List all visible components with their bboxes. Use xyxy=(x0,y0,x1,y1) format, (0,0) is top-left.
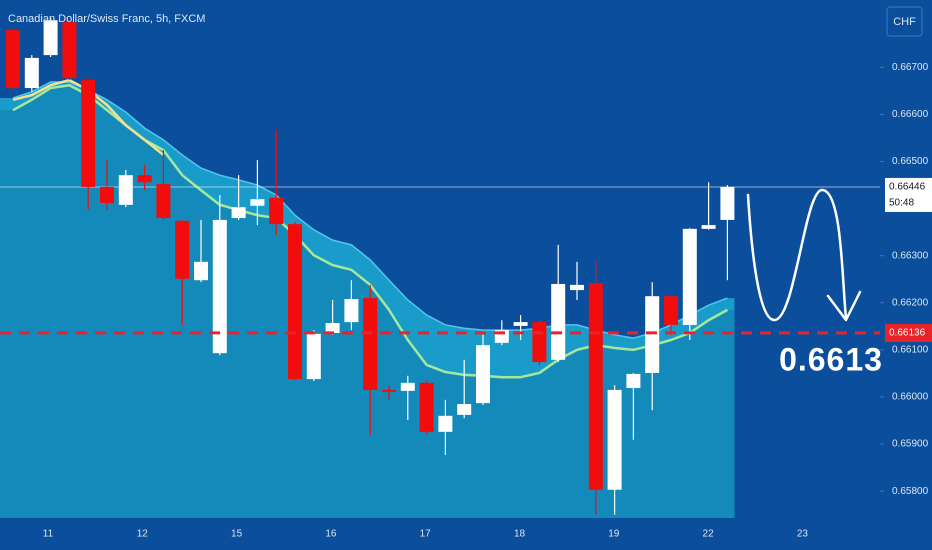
chart-title: Canadian Dollar/Swiss Franc, 5h, FXCM xyxy=(8,13,205,25)
y-tick-label: 0.66200 xyxy=(892,297,929,308)
candle-body xyxy=(6,30,20,89)
y-tick-label: 0.66700 xyxy=(892,62,929,73)
x-tick-label: 19 xyxy=(608,529,620,540)
x-tick-label: 15 xyxy=(231,529,243,540)
candle-body xyxy=(212,219,227,354)
candle-body xyxy=(231,207,246,219)
annotation: 0.6613 xyxy=(779,341,883,377)
candle-body xyxy=(682,228,697,325)
last-price-box xyxy=(885,177,932,212)
level-label: 0.66136 xyxy=(889,328,926,339)
candle-body xyxy=(306,333,321,380)
x-tick-label: 18 xyxy=(514,529,526,540)
y-tick-label: 0.66000 xyxy=(892,392,929,403)
currency-button[interactable] xyxy=(886,6,923,37)
candle-body xyxy=(607,389,622,490)
x-tick-label: 22 xyxy=(703,529,715,540)
candle-body xyxy=(457,404,472,415)
x-tick-label: 11 xyxy=(43,529,54,540)
candle-body xyxy=(175,220,190,279)
candle-body xyxy=(438,415,453,432)
candle-body xyxy=(24,57,39,89)
drawn-arrow xyxy=(746,188,862,322)
candle-body xyxy=(250,199,265,206)
candle-body xyxy=(419,382,434,432)
candle-body xyxy=(43,20,58,56)
candle-body xyxy=(645,296,660,373)
candle-body xyxy=(588,283,603,490)
candle-body xyxy=(532,322,547,363)
candle-body xyxy=(626,373,641,389)
candle-body xyxy=(664,296,678,325)
candle-body xyxy=(476,345,490,404)
y-tick-label: 0.66100 xyxy=(892,345,929,356)
x-tick-label: 23 xyxy=(797,529,809,540)
candle-body xyxy=(118,175,133,205)
candle-body xyxy=(363,298,378,390)
y-tick-label: 0.66500 xyxy=(892,156,929,167)
candle-body xyxy=(288,224,302,380)
candle-body xyxy=(81,80,96,187)
countdown-label: 50:48 xyxy=(889,198,914,209)
candle-body xyxy=(100,186,114,203)
candle-body xyxy=(62,22,77,79)
candle-body xyxy=(156,184,171,219)
candle-body xyxy=(194,261,208,281)
x-tick-label: 17 xyxy=(420,529,432,540)
y-tick-label: 0.65900 xyxy=(892,439,929,450)
x-tick-label: 16 xyxy=(325,529,337,540)
candle-body xyxy=(720,186,735,220)
y-tick-label: 0.66300 xyxy=(892,250,929,261)
last-price-label: 0.66446 xyxy=(889,182,926,193)
plot xyxy=(0,17,880,519)
candle-body xyxy=(513,322,528,326)
candle-body xyxy=(382,389,396,392)
level-box xyxy=(885,323,932,342)
candle-body xyxy=(344,299,359,323)
candle-body xyxy=(551,283,566,360)
candle-body xyxy=(269,197,284,225)
currency-label[interactable]: CHF xyxy=(893,16,916,28)
x-tick-label: 12 xyxy=(137,529,149,540)
y-tick-label: 0.65800 xyxy=(892,486,929,497)
candle-body xyxy=(400,382,415,391)
candle-body xyxy=(325,323,340,333)
y-tick-label: 0.66600 xyxy=(892,109,929,120)
candle-body xyxy=(137,175,152,183)
candle-body xyxy=(701,225,716,229)
candle-body xyxy=(570,284,584,291)
